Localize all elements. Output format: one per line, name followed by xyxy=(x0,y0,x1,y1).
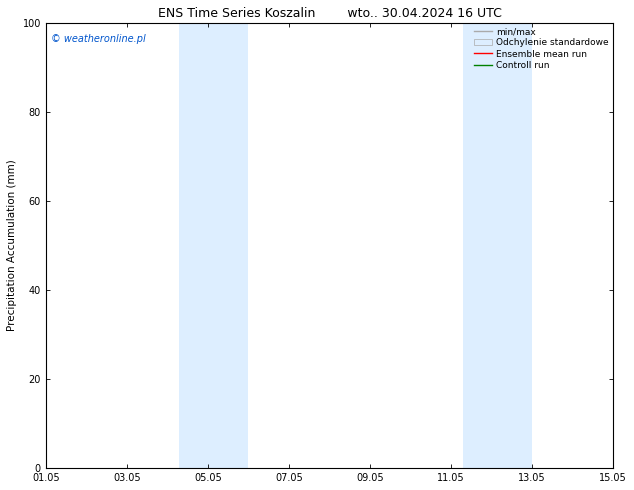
Legend: min/max, Odchylenie standardowe, Ensemble mean run, Controll run: min/max, Odchylenie standardowe, Ensembl… xyxy=(472,25,611,72)
Bar xyxy=(463,23,532,468)
Bar xyxy=(179,23,249,468)
Title: ENS Time Series Koszalin        wto.. 30.04.2024 16 UTC: ENS Time Series Koszalin wto.. 30.04.202… xyxy=(157,7,501,20)
Text: © weatheronline.pl: © weatheronline.pl xyxy=(51,34,146,44)
Y-axis label: Precipitation Accumulation (mm): Precipitation Accumulation (mm) xyxy=(7,159,17,331)
